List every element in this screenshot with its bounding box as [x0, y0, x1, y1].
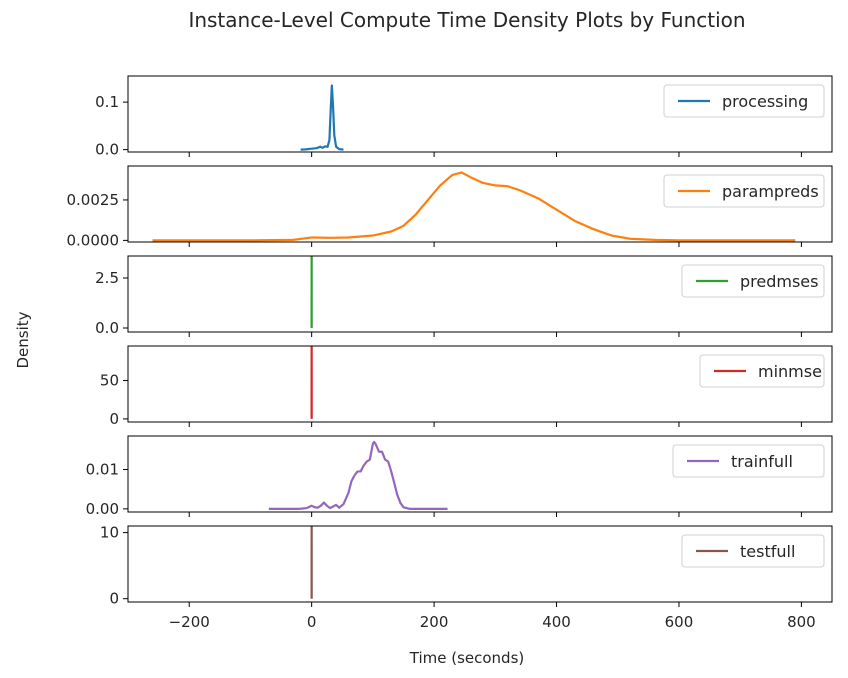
legend-label: predmses — [740, 272, 818, 291]
y-tick-label: 0.1 — [95, 93, 119, 111]
legend-parampreds: parampreds — [663, 174, 825, 208]
y-tick-label: 0.0000 — [67, 231, 120, 249]
x-tick-label: 200 — [420, 613, 449, 631]
legend-box — [681, 264, 825, 298]
legend-processing: processing — [663, 84, 825, 118]
x-tick-label: −200 — [169, 613, 210, 631]
y-tick-label: 0.0 — [95, 319, 119, 337]
axes-frame-parampreds — [127, 165, 833, 243]
legend-predmses: predmses — [681, 264, 825, 298]
x-tick-label: 600 — [665, 613, 694, 631]
legend-box — [672, 444, 825, 478]
axes-frame-trainfull — [127, 435, 833, 513]
y-tick-label: 2.5 — [95, 269, 119, 287]
legend-label: parampreds — [722, 182, 819, 201]
legend-label: minmse — [758, 362, 822, 381]
y-tick-label: 10 — [100, 524, 119, 542]
legend-testfull: testfull — [681, 534, 825, 568]
legend-label: processing — [722, 92, 808, 111]
x-tick-label: 400 — [542, 613, 571, 631]
legend-label: testfull — [740, 542, 795, 561]
x-tick-label: 800 — [787, 613, 816, 631]
y-tick-label: 0.0 — [95, 141, 119, 159]
subplot-processing: 0.0 0.1 processing — [95, 75, 833, 159]
subplot-parampreds: 0.0000 0.0025 parampreds — [67, 165, 833, 249]
axes-frame-testfull — [127, 525, 833, 603]
axes-frame-minmse — [127, 345, 833, 423]
series-line-processing — [300, 84, 344, 151]
subplot-testfull: 0 10 −200 0 200 400 600 800 testfull — [100, 524, 833, 631]
legend-label: trainfull — [731, 452, 793, 471]
legend-box — [681, 534, 825, 568]
legend-box — [663, 84, 825, 118]
legend-trainfull: trainfull — [672, 444, 825, 478]
y-tick-label: 0 — [109, 410, 119, 428]
series-line-trainfull — [268, 440, 448, 510]
x-axis-label: Time (seconds) — [409, 649, 525, 667]
subplot-predmses: 0.0 2.5 predmses — [95, 255, 833, 337]
y-tick-label: 0.0025 — [67, 191, 120, 209]
axes-frame-predmses — [127, 255, 833, 333]
y-tick-label: 0.00 — [86, 500, 119, 518]
subplot-minmse: 0 50 minmse — [100, 345, 833, 428]
x-tick-label: 0 — [307, 613, 317, 631]
chart-title: Instance-Level Compute Time Density Plot… — [188, 8, 745, 32]
legend-box — [663, 174, 825, 208]
subplot-trainfull: 0.00 0.01 trainfull — [86, 435, 833, 518]
y-axis-label: Density — [14, 311, 32, 368]
series-line-parampreds — [152, 171, 796, 242]
y-tick-label: 0.01 — [86, 460, 119, 478]
axes-frame-processing — [127, 75, 833, 153]
y-tick-label: 50 — [100, 372, 119, 390]
legend-minmse: minmse — [699, 354, 825, 388]
y-tick-label: 0 — [109, 590, 119, 608]
legend-box — [699, 354, 825, 388]
